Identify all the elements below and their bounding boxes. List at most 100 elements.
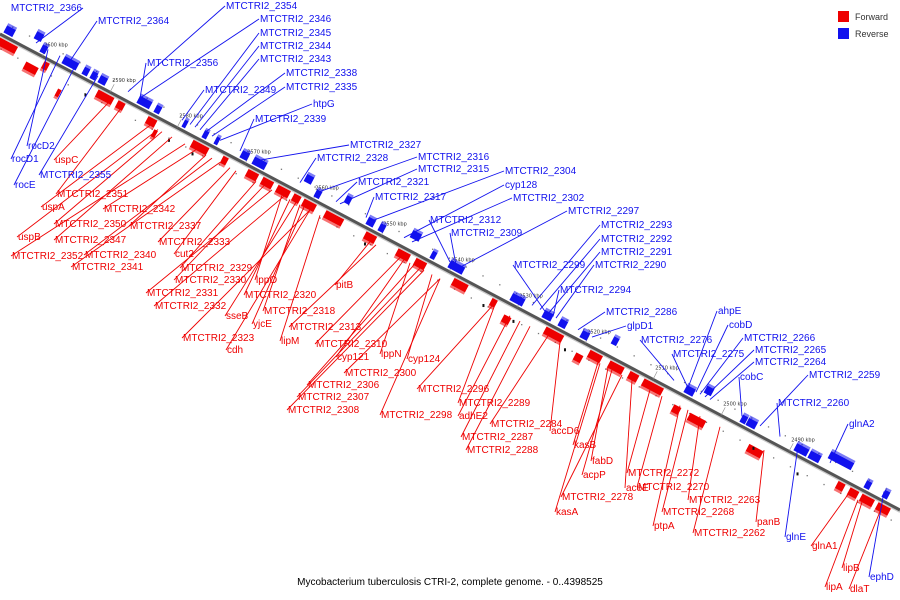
label-leader (428, 219, 451, 263)
gene-label: MTCTRI2_2329 (181, 263, 253, 274)
gene-label: MTCTRI2_2304 (505, 166, 577, 177)
label-leader (738, 376, 743, 417)
gene-feature-shade (217, 134, 222, 139)
gene-feature-shade (188, 146, 206, 158)
position-dot (616, 346, 619, 348)
gene-label: MTCTRI2_2349 (205, 85, 277, 96)
position-dot (196, 124, 199, 126)
label-leader (406, 274, 433, 360)
position-dot (431, 248, 434, 250)
label-leader (13, 63, 77, 186)
gene-label: MTCTRI2_2266 (744, 333, 816, 344)
label-leader (53, 136, 173, 241)
label-leader (459, 210, 568, 268)
gene-label: MTCTRI2_2286 (606, 307, 678, 318)
label-leader (145, 189, 273, 294)
label-leader (335, 181, 358, 203)
gene-label: rocD2 (28, 141, 55, 152)
label-leader (465, 326, 531, 451)
gene-label: MTCTRI2_2307 (298, 392, 370, 403)
gene-label: MTCTRI2_2296 (418, 384, 490, 395)
gene-label: MTCTRI2_2293 (601, 220, 673, 231)
position-dot (571, 350, 573, 352)
label-leader (661, 409, 689, 513)
gene-feature (40, 60, 50, 71)
position-dot (823, 483, 825, 486)
position-dot (772, 457, 775, 459)
gene-feature (739, 414, 749, 425)
label-leader (552, 289, 560, 317)
gene-label: MTCTRI2_2275 (673, 349, 745, 360)
gene-feature (22, 61, 39, 76)
gene-feature (213, 136, 221, 146)
gene-label: MTCTRI2_2331 (147, 288, 219, 299)
gene-feature-shade (413, 227, 424, 235)
gene-label: kasA (556, 507, 579, 518)
label-leader (243, 199, 291, 296)
gene-label: MTCTRI2_2332 (155, 301, 227, 312)
position-dot (633, 355, 635, 357)
position-dot (739, 439, 741, 441)
position-dot (185, 146, 187, 148)
tick-label: 2530 kbp (519, 293, 543, 299)
gene-feature-shade (53, 95, 58, 100)
gene-feature-shade (93, 68, 100, 74)
position-dot (319, 217, 321, 219)
gene-feature-shade (37, 28, 46, 35)
tick-label: 2510 kbp (655, 365, 679, 371)
position-dot (499, 284, 501, 286)
gene-label: lipM (281, 336, 299, 347)
label-leader (225, 209, 311, 351)
gene-feature-shade (21, 68, 36, 78)
gene-feature-shade (289, 200, 298, 207)
gene-label: uspA (42, 202, 65, 213)
label-leader (365, 196, 375, 218)
label-leader (16, 129, 159, 238)
gene-label: MTCTRI2_2290 (595, 260, 667, 271)
position-dot (398, 230, 400, 233)
gene-label: ahpE (718, 306, 742, 317)
gene-feature (0, 37, 19, 55)
gene-feature-shade (561, 316, 570, 323)
position-dot (650, 364, 652, 366)
gene-label: MTCTRI2_2288 (467, 445, 539, 456)
label-leader (194, 45, 260, 128)
gene-label: MTCTRI2_2270 (638, 482, 710, 493)
label-leader (639, 339, 675, 381)
gene-label: MTCTRI2_2351 (57, 189, 129, 200)
gene-label: MTCTRI2_2300 (345, 368, 417, 379)
gene-label: yjcE (253, 319, 272, 330)
position-dot (235, 172, 237, 175)
gene-feature-shade (513, 290, 527, 300)
gene-feature (488, 297, 498, 308)
label-leader (460, 320, 521, 438)
gene-label: MTCTRI2_2297 (568, 206, 640, 217)
gene-feature (377, 223, 387, 234)
gene-feature-shade (499, 321, 508, 328)
position-dot (364, 213, 367, 215)
gene-feature (846, 487, 860, 500)
label-leader (127, 5, 226, 93)
label-leader (335, 259, 405, 358)
position-dot (314, 186, 316, 188)
label-leader (687, 416, 701, 501)
gene-feature (447, 260, 466, 275)
gene-label: cdh (227, 345, 243, 356)
label-leader (403, 184, 505, 239)
position-dot (537, 332, 540, 335)
gene-feature (858, 493, 875, 508)
label-leader (371, 170, 505, 222)
gene-feature-shade (583, 327, 592, 334)
gene-label: MTCTRI2_2292 (601, 234, 673, 245)
gene-feature-shade (867, 477, 874, 483)
label-leader (204, 72, 286, 133)
label-leader (581, 369, 613, 476)
marker-feature (167, 138, 170, 142)
gene-feature-shade (614, 334, 621, 340)
gene-feature (94, 89, 115, 106)
gene-feature-shade (541, 333, 561, 346)
position-dot (784, 435, 786, 437)
gene-feature-shade (639, 385, 661, 398)
label-leader (829, 423, 849, 464)
